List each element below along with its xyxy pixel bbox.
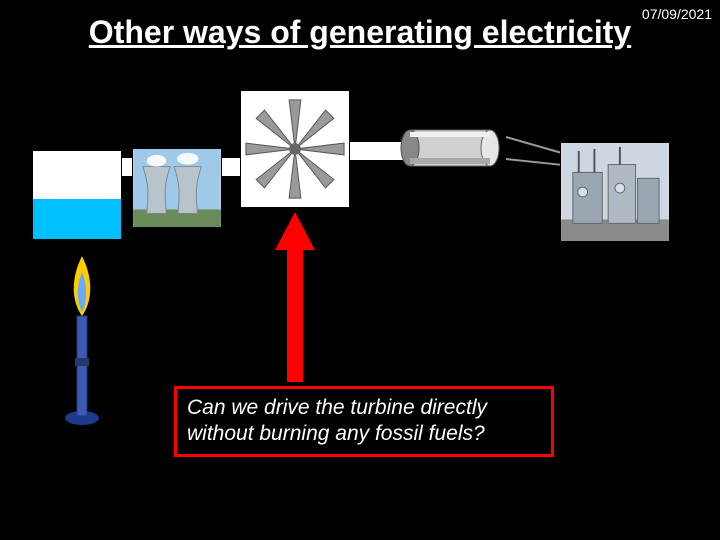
substation-icon xyxy=(560,142,670,242)
generator-cylinder-icon xyxy=(400,118,510,178)
wire-segment xyxy=(506,136,562,154)
water-tank-icon xyxy=(32,150,122,240)
cooling-towers-icon xyxy=(132,148,222,228)
up-arrow-icon xyxy=(275,212,315,382)
turbine-icon xyxy=(240,90,350,208)
bunsen-burner-icon xyxy=(62,246,102,426)
wire-segment xyxy=(506,158,564,166)
question-box: Can we drive the turbine directly withou… xyxy=(174,386,554,457)
page-title: Other ways of generating electricity xyxy=(0,14,720,51)
pipe-segment xyxy=(348,142,404,160)
question-text: Can we drive the turbine directly withou… xyxy=(187,396,487,445)
water-fill xyxy=(33,199,121,239)
